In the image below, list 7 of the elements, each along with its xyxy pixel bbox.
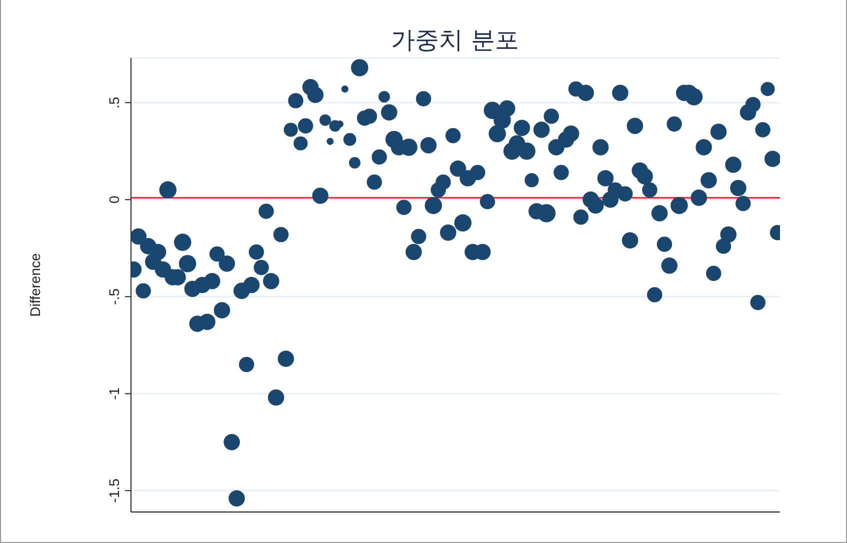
y-tick-label: -.5 xyxy=(106,288,122,305)
y-axis-title: Difference xyxy=(26,253,43,317)
y-tick-label: 0 xyxy=(106,196,122,204)
y-tick-label: .5 xyxy=(106,96,122,108)
chart-title: 가중치 분포 xyxy=(390,25,520,56)
y-tick-label: -1 xyxy=(106,387,122,400)
y-tick-label: -1.5 xyxy=(106,478,122,503)
